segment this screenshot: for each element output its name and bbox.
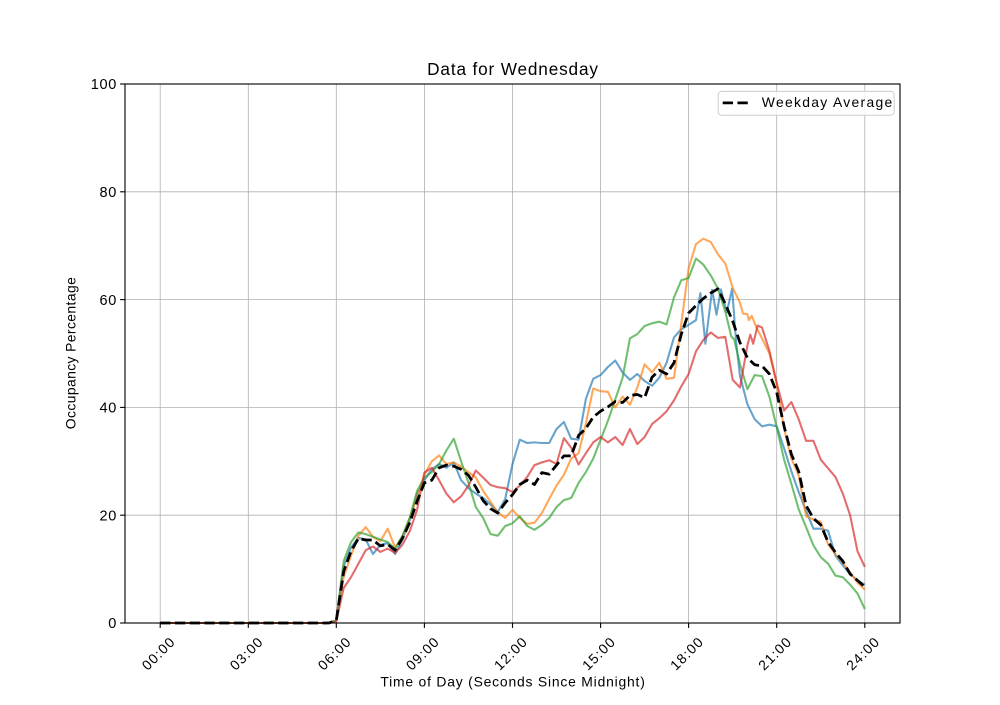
svg-text:Data for Wednesday: Data for Wednesday xyxy=(427,59,599,79)
svg-text:40: 40 xyxy=(99,401,117,417)
svg-text:80: 80 xyxy=(99,185,117,201)
svg-text:20: 20 xyxy=(99,508,117,524)
svg-text:Occupancy Percentage: Occupancy Percentage xyxy=(63,277,79,429)
svg-text:0: 0 xyxy=(108,616,117,632)
svg-text:Time of Day (Seconds Since Mid: Time of Day (Seconds Since Midnight) xyxy=(380,673,645,689)
svg-text:100: 100 xyxy=(91,77,117,93)
svg-text:Weekday Average: Weekday Average xyxy=(762,94,894,110)
svg-text:60: 60 xyxy=(99,293,117,309)
